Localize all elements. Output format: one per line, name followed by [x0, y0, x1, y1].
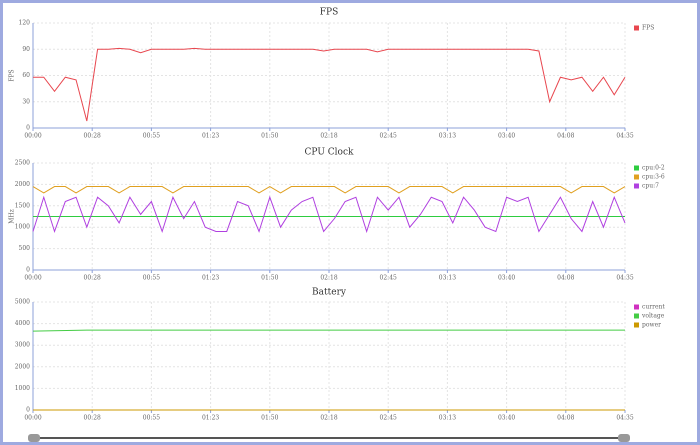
y-tick-label: 90 — [22, 46, 30, 53]
x-tick-label: 02:18 — [320, 275, 337, 282]
chart-title: CPU Clock — [305, 148, 354, 158]
legend-swatch — [634, 304, 639, 310]
series-line — [32, 185, 626, 194]
legend-swatch — [634, 165, 639, 171]
y-tick-label: 1000 — [15, 224, 30, 231]
y-tick-label: 1000 — [15, 385, 30, 392]
x-tick-label: 00:55 — [143, 133, 160, 140]
y-tick-label: 30 — [22, 98, 30, 105]
x-tick-label: 04:08 — [557, 415, 574, 422]
legend-swatch — [634, 313, 639, 319]
y-axis-label: FPS — [9, 69, 16, 81]
y-tick-label: 3000 — [15, 342, 30, 349]
x-tick-label: 03:40 — [498, 133, 515, 140]
x-tick-label: 00:00 — [24, 133, 41, 140]
y-tick-label: 120 — [19, 20, 31, 27]
x-tick-label: 04:35 — [616, 415, 633, 422]
x-tick-label: 01:50 — [261, 133, 278, 140]
legend-swatch — [634, 174, 639, 180]
series-line — [32, 195, 626, 234]
legend-label: cpu:7 — [642, 183, 659, 190]
y-tick-label: 0 — [26, 125, 30, 132]
slider-handle[interactable] — [28, 434, 40, 442]
legend-label: power — [642, 322, 661, 329]
legend-label: cpu:0-2 — [642, 165, 665, 172]
x-tick-label: 04:08 — [557, 133, 574, 140]
y-tick-label: 0 — [26, 407, 30, 414]
x-tick-label: 03:13 — [439, 133, 456, 140]
y-tick-label: 2500 — [15, 160, 30, 167]
x-tick-label: 01:50 — [261, 415, 278, 422]
legend-swatch — [634, 183, 639, 189]
y-tick-label: 5000 — [15, 299, 30, 306]
x-tick-label: 03:13 — [439, 275, 456, 282]
y-tick-label: 500 — [19, 245, 31, 252]
x-tick-label: 00:28 — [84, 415, 101, 422]
slider-handle[interactable] — [618, 434, 630, 442]
y-tick-label: 1500 — [15, 202, 30, 209]
x-tick-label: 04:35 — [616, 133, 633, 140]
x-tick-label: 00:00 — [24, 275, 41, 282]
legend-label: FPS — [642, 25, 654, 32]
x-tick-label: 00:28 — [84, 275, 101, 282]
x-tick-label: 00:28 — [84, 133, 101, 140]
y-tick-label: 4000 — [15, 320, 30, 327]
x-tick-label: 03:40 — [498, 275, 515, 282]
y-tick-label: 0 — [26, 267, 30, 274]
legend-label: cpu:3-6 — [642, 174, 665, 181]
y-tick-label: 2000 — [15, 363, 30, 370]
x-tick-label: 03:13 — [439, 415, 456, 422]
x-tick-label: 02:45 — [380, 415, 397, 422]
x-tick-label: 04:08 — [557, 275, 574, 282]
series-line — [33, 47, 626, 122]
y-tick-label: 60 — [22, 72, 30, 79]
y-axis-label: MHz — [9, 209, 16, 224]
x-tick-label: 00:00 — [24, 415, 41, 422]
x-tick-label: 04:35 — [616, 275, 633, 282]
x-tick-label: 00:55 — [143, 275, 160, 282]
x-tick-label: 02:18 — [320, 415, 337, 422]
legend-label: current — [642, 304, 665, 311]
legend-label: voltage — [641, 313, 665, 320]
y-tick-label: 2000 — [15, 181, 30, 188]
x-tick-label: 01:50 — [261, 275, 278, 282]
legend-swatch — [634, 25, 639, 31]
chart-title: Battery — [312, 288, 347, 298]
x-tick-label: 01:23 — [202, 275, 219, 282]
x-tick-label: 02:18 — [320, 133, 337, 140]
x-tick-label: 03:40 — [498, 415, 515, 422]
x-tick-label: 02:45 — [380, 275, 397, 282]
series-line — [32, 329, 625, 332]
chart-title: FPS — [320, 8, 338, 18]
x-tick-label: 01:23 — [202, 415, 219, 422]
legend-swatch — [634, 322, 639, 328]
x-tick-label: 01:23 — [202, 133, 219, 140]
x-tick-label: 02:45 — [380, 133, 397, 140]
x-tick-label: 00:55 — [143, 415, 160, 422]
